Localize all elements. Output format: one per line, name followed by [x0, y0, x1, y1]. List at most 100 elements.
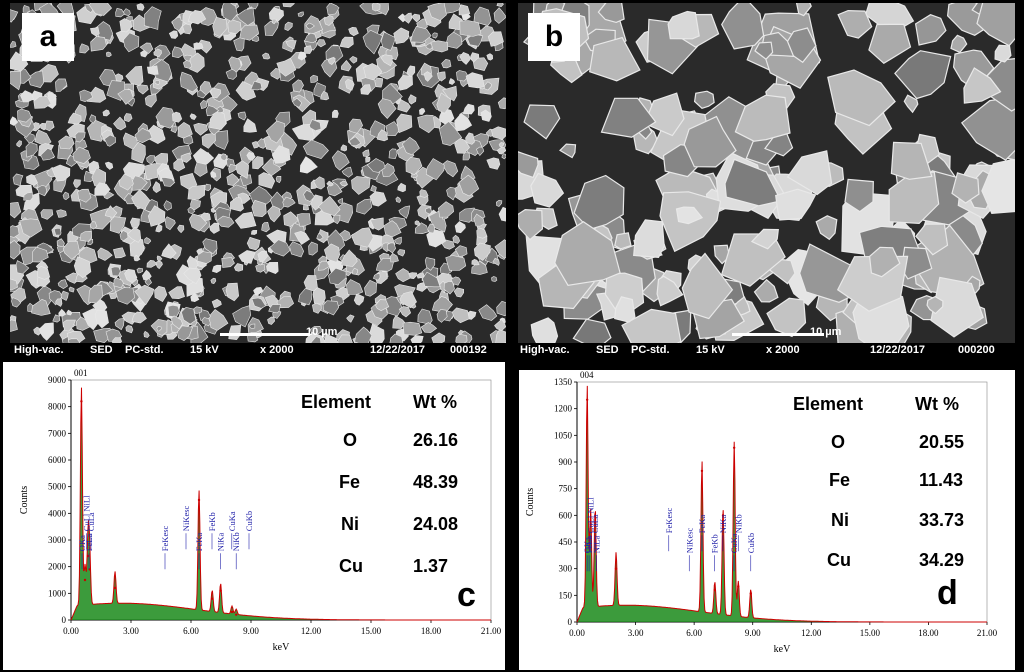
eds-panel-d: 0 150 300 450 600 750 900 1050 1200 1350 0.00 3.00 6…	[519, 370, 1015, 670]
particle	[210, 171, 217, 179]
particle	[113, 277, 124, 289]
particle	[436, 309, 448, 323]
particle	[341, 166, 353, 178]
particle	[187, 184, 206, 200]
x-tick-label: 15.00	[361, 626, 382, 636]
particle	[451, 307, 470, 324]
particle	[523, 104, 561, 140]
particle	[230, 197, 244, 212]
particle	[472, 57, 489, 71]
particle	[597, 3, 625, 24]
x-axis-label: keV	[774, 644, 791, 655]
particle	[211, 298, 222, 308]
sem-image-b: b 10 µm High-vac. SED PC-std. 15 kV x 20…	[518, 3, 1015, 359]
particle	[395, 268, 411, 283]
particle	[110, 266, 121, 277]
particle	[267, 316, 276, 325]
particle	[491, 126, 506, 140]
particle	[210, 87, 222, 99]
particle	[136, 84, 149, 95]
particle	[10, 71, 22, 91]
particle	[146, 155, 156, 165]
particle	[104, 161, 114, 170]
particle	[398, 205, 411, 219]
footer-a-mode: PC-std.	[125, 344, 164, 356]
particle	[163, 200, 172, 211]
particle	[10, 225, 20, 238]
table-d-wt-0: 20.55	[919, 432, 965, 452]
particle	[462, 103, 475, 115]
particle	[750, 228, 779, 250]
particle	[349, 56, 358, 64]
particle	[276, 57, 297, 77]
peak-label: OKa	[77, 535, 87, 551]
particle	[496, 146, 506, 155]
particle	[221, 257, 235, 268]
particle	[339, 36, 354, 49]
particle	[614, 232, 632, 250]
particle	[233, 263, 244, 272]
panel-letter-b: b	[528, 13, 580, 61]
peak-label: CuLa	[86, 512, 96, 531]
scale-label-b: 10 µm	[810, 326, 842, 338]
particle	[888, 171, 940, 225]
y-tick-label: 1200	[554, 404, 573, 414]
particle	[204, 183, 212, 192]
particle	[36, 184, 48, 197]
particle	[420, 322, 438, 333]
particle	[487, 31, 504, 47]
particle	[397, 99, 411, 113]
particle	[441, 58, 452, 69]
y-tick-label: 6000	[48, 455, 67, 465]
particle	[109, 216, 127, 234]
particle	[894, 50, 952, 100]
particle	[215, 215, 235, 228]
particle	[408, 94, 417, 105]
particle	[417, 114, 436, 134]
particle	[276, 295, 295, 309]
particle	[302, 139, 329, 160]
particle	[129, 217, 140, 229]
particle	[236, 7, 255, 26]
particle	[87, 238, 94, 246]
plot-frame	[576, 381, 988, 623]
particle	[454, 137, 470, 154]
particle	[220, 153, 228, 161]
eds-spectrum-d: 0 150 300 450 600 750 900 1050 1200 1350 0.00 3.00 6…	[525, 370, 998, 655]
particle	[294, 230, 310, 245]
peak-label: NiKesc	[181, 505, 191, 531]
particle	[118, 173, 134, 191]
particle	[144, 6, 162, 30]
particle	[205, 105, 220, 117]
particle	[239, 174, 253, 187]
particle	[144, 93, 157, 108]
footer-b-id: 000200	[958, 344, 995, 356]
y-tick-label: 150	[559, 590, 573, 600]
particle	[58, 308, 67, 317]
particle	[643, 92, 685, 137]
x-tick-label: 21.00	[481, 626, 502, 636]
particle	[86, 86, 107, 103]
particle	[600, 97, 657, 138]
particle	[775, 188, 817, 221]
particle	[209, 111, 227, 130]
particle	[268, 7, 284, 23]
particle	[345, 78, 355, 91]
particle	[313, 176, 325, 190]
sem-image-a: a 10 µm High-vac. SED PC-std. 15 kV x 20…	[10, 3, 506, 359]
particle	[136, 267, 144, 274]
particle	[88, 284, 103, 304]
particle	[614, 296, 636, 323]
particle	[465, 132, 475, 145]
x-tick-label: 0.00	[569, 628, 585, 638]
spectrum-line	[576, 385, 987, 623]
particle	[194, 161, 208, 177]
x-tick-label: 3.00	[628, 628, 644, 638]
table-c-header-element: Element	[301, 392, 372, 412]
peak-label: FeKa	[697, 515, 707, 534]
particle	[681, 252, 734, 320]
particle	[37, 265, 51, 280]
particle	[113, 247, 126, 259]
particle	[25, 141, 38, 158]
particle	[323, 243, 341, 263]
